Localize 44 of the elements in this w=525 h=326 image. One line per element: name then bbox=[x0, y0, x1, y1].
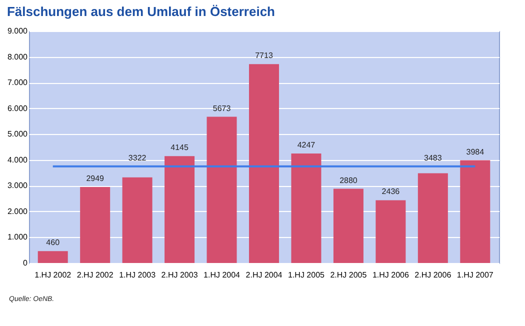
x-tick-label: 1.HJ 2007 bbox=[456, 270, 494, 280]
x-tick-label: 1.HJ 2003 bbox=[119, 270, 156, 280]
y-tick-label: 9.000 bbox=[7, 26, 28, 36]
data-label: 5673 bbox=[212, 104, 232, 113]
x-tick-label: 1.HJ 2006 bbox=[372, 270, 410, 280]
bar bbox=[291, 154, 322, 263]
x-tick-label: 1.HJ 2002 bbox=[34, 270, 72, 280]
y-tick-label: 4.000 bbox=[7, 155, 28, 164]
data-label: 3483 bbox=[424, 153, 442, 162]
data-label: 2880 bbox=[340, 176, 358, 185]
data-label: 2949 bbox=[86, 174, 105, 183]
data-label: 3322 bbox=[128, 153, 147, 162]
y-tick-label: 2.000 bbox=[7, 206, 28, 216]
y-tick-label: 6.000 bbox=[7, 104, 28, 113]
bar bbox=[418, 173, 448, 263]
data-label: 7713 bbox=[255, 51, 274, 60]
x-tick-label: 2.HJ 2002 bbox=[76, 270, 114, 280]
x-tick-label: 2.HJ 2004 bbox=[246, 270, 283, 280]
x-tick-label: 1.HJ 2004 bbox=[204, 270, 241, 280]
bar bbox=[38, 251, 68, 263]
x-tick-label: 2.HJ 2005 bbox=[330, 270, 368, 280]
bar bbox=[249, 64, 279, 263]
bar bbox=[80, 186, 110, 263]
x-tick-label: 1.HJ 2005 bbox=[288, 270, 326, 280]
bar bbox=[376, 200, 406, 263]
data-label: 3984 bbox=[466, 147, 485, 156]
data-label: 2436 bbox=[382, 187, 400, 196]
y-tick-label: 8.000 bbox=[7, 52, 28, 62]
bar bbox=[122, 177, 152, 263]
y-tick-label: 1.000 bbox=[7, 232, 28, 242]
data-label: 4145 bbox=[170, 143, 189, 152]
data-label: 460 bbox=[46, 238, 60, 248]
chart-title: Fälschungen aus dem Umlauf in Österreich bbox=[6, 4, 276, 19]
bar bbox=[206, 116, 237, 263]
x-tick-label: 2.HJ 2006 bbox=[414, 270, 452, 280]
y-tick-label: 3.000 bbox=[7, 181, 28, 190]
y-tick-label: 7.000 bbox=[7, 78, 28, 88]
bar bbox=[333, 188, 364, 263]
bar bbox=[164, 156, 195, 263]
data-label: 4247 bbox=[297, 140, 316, 150]
y-tick-label: 0 bbox=[23, 258, 28, 268]
bar bbox=[460, 160, 490, 263]
x-tick-label: 2.HJ 2003 bbox=[161, 270, 198, 280]
y-tick-label: 5.000 bbox=[7, 130, 28, 139]
